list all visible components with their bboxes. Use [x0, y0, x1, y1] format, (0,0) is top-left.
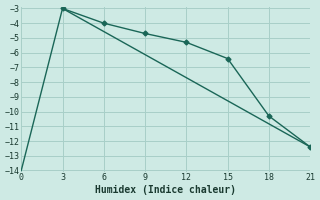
X-axis label: Humidex (Indice chaleur): Humidex (Indice chaleur)	[95, 185, 236, 195]
